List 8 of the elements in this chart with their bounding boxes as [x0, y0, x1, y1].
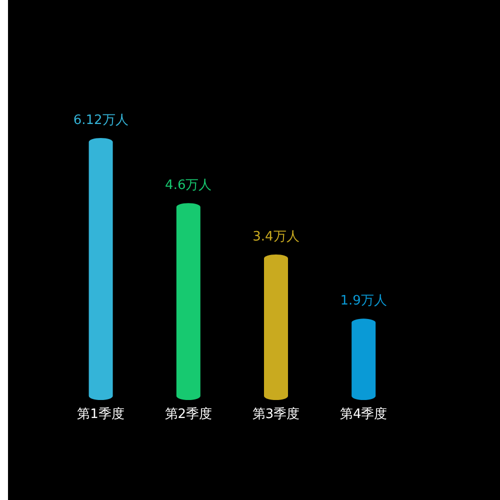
x-tick-label: 第3季度: [252, 406, 300, 422]
x-tick-label: 第1季度: [77, 406, 124, 422]
data-label: 6.12万人: [73, 113, 128, 128]
x-tick-label: 第2季度: [164, 406, 212, 422]
data-label: 1.9万人: [340, 294, 387, 309]
data-label: 4.6万人: [165, 178, 212, 194]
data-label: 3.4万人: [252, 229, 300, 244]
x-tick-label: 第4季度: [340, 406, 388, 422]
